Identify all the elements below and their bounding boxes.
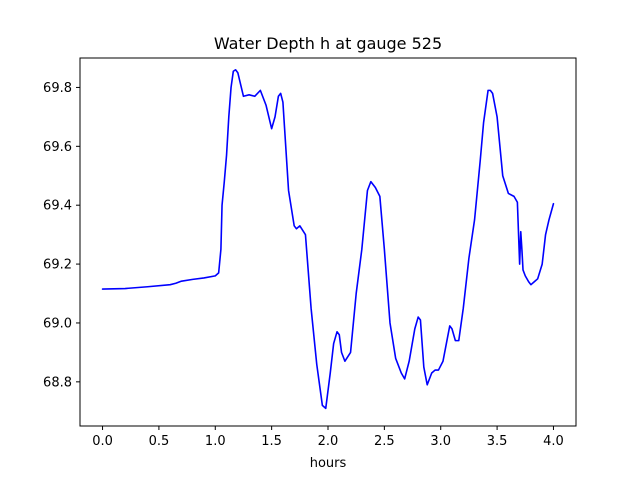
- series-line-0: [101, 68, 555, 410]
- x-tick-label: 0.5: [149, 434, 170, 449]
- x-tick-label: 1.5: [261, 434, 282, 449]
- x-axis-label: hours: [310, 456, 347, 471]
- y-tick-label: 69.6: [43, 140, 72, 155]
- x-tick-label: 2.5: [374, 434, 395, 449]
- plot-area: [101, 68, 555, 410]
- x-tick-label: 1.0: [205, 434, 226, 449]
- y-tick-label: 69.2: [43, 258, 72, 273]
- chart-title: Water Depth h at gauge 525: [214, 34, 442, 53]
- y-tick-label: 69.0: [43, 316, 72, 331]
- x-tick-label: 3.0: [430, 434, 451, 449]
- x-tick-label: 4.0: [543, 434, 564, 449]
- axes: 0.0 0.5 1.0 1.5 2.0 2.5 3.0 3.5 4.0 68.8 69.0 69.2 6…: [43, 57, 577, 449]
- x-tick-label: 3.5: [487, 434, 508, 449]
- x-tick-label: 0.0: [92, 434, 113, 449]
- y-tick-label: 69.8: [43, 81, 72, 96]
- y-tick-label: 68.8: [43, 375, 72, 390]
- x-tick-label: 2.0: [318, 434, 339, 449]
- y-tick-label: 69.4: [43, 199, 72, 214]
